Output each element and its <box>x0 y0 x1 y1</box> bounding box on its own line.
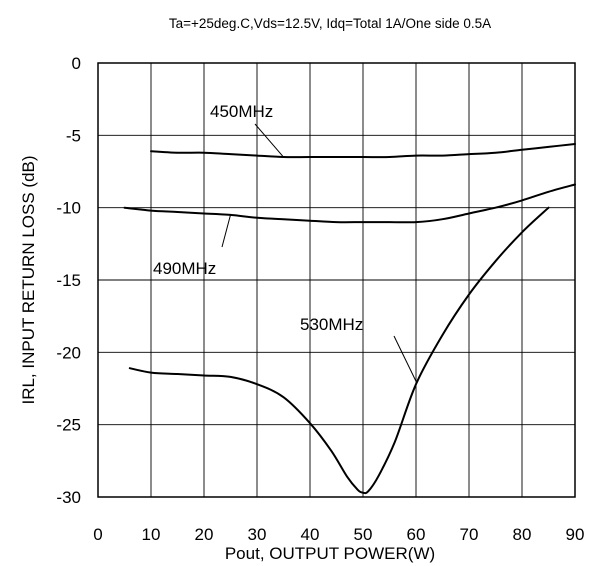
x-tick-label: 80 <box>513 525 532 544</box>
x-tick-label: 40 <box>301 525 320 544</box>
x-tick-label: 70 <box>460 525 479 544</box>
plot-area-frame <box>97 62 576 498</box>
x-tick-label: 20 <box>195 525 214 544</box>
annotation-leader-line <box>221 214 231 248</box>
x-tick-label: 90 <box>566 525 585 544</box>
annotation-leader-line <box>254 123 284 158</box>
annotation-label: 490MHz <box>153 259 216 278</box>
y-tick-label: -30 <box>56 488 81 507</box>
x-tick-label: 0 <box>93 525 102 544</box>
x-axis-title: Pout, OUTPUT POWER(W) <box>225 544 435 563</box>
y-tick-labels: 0 -5 -10 -15 -20 -25 -30 <box>56 54 81 507</box>
series-annotations: 450MHz 490MHz 530MHz <box>153 102 417 382</box>
chart-title: Ta=+25deg.C,Vds=12.5V, Idq=Total 1A/One … <box>169 16 491 31</box>
y-tick-label: -10 <box>56 199 81 218</box>
series-line-0 <box>150 143 576 159</box>
y-tick-label: 0 <box>72 54 81 73</box>
x-tick-label: 50 <box>354 525 373 544</box>
y-axis-title: IRL, INPUT RETURN LOSS (dB) <box>19 155 38 404</box>
series-line-1 <box>123 183 576 224</box>
series-lines <box>123 143 576 495</box>
x-tick-label: 30 <box>248 525 267 544</box>
x-tick-labels: 0 10 20 30 40 50 60 70 80 90 <box>93 525 584 544</box>
grid <box>98 63 575 497</box>
y-tick-label: -15 <box>56 271 81 290</box>
y-tick-label: -25 <box>56 416 81 435</box>
annotation-label: 450MHz <box>210 102 273 121</box>
annotation-label: 530MHz <box>300 315 363 334</box>
annotation-leader-line <box>393 335 417 382</box>
y-tick-label: -20 <box>56 343 81 362</box>
y-tick-label: -5 <box>66 126 81 145</box>
series-line-2 <box>128 206 550 495</box>
x-tick-label: 60 <box>407 525 426 544</box>
x-tick-label: 10 <box>142 525 161 544</box>
